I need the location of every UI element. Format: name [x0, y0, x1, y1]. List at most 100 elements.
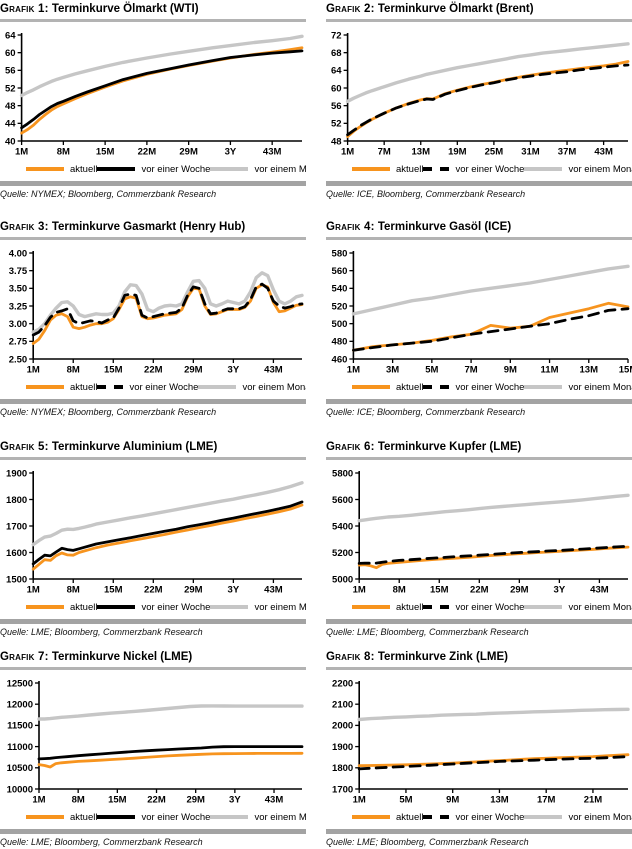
chart-title-text: Terminkurve Gasmarkt (Henry Hub)	[51, 221, 246, 233]
legend-item-vor-einer-woche: vor einer Woche	[97, 164, 210, 175]
svg-text:72: 72	[331, 30, 342, 41]
chart-number-label: Grafik 5:	[0, 441, 49, 453]
svg-text:40: 40	[5, 136, 16, 147]
svg-text:8M: 8M	[57, 147, 70, 158]
legend-label: aktuell	[70, 163, 98, 175]
title-underline	[326, 19, 632, 22]
svg-text:15M: 15M	[619, 365, 632, 376]
source-note: Quelle: LME; Bloomberg, Commerzbank Rese…	[326, 627, 529, 637]
svg-text:2.75: 2.75	[9, 337, 28, 348]
svg-text:15M: 15M	[430, 585, 449, 596]
svg-text:2200: 2200	[332, 678, 353, 689]
svg-text:10500: 10500	[7, 763, 33, 774]
legend-label: vor einem Monat	[568, 811, 632, 823]
svg-text:1M: 1M	[341, 147, 354, 158]
chart-block-henry-hub: Grafik 3: Terminkurve Gasmarkt (Henry Hu…	[0, 212, 306, 424]
svg-text:9M: 9M	[446, 795, 459, 806]
svg-text:3.00: 3.00	[9, 319, 28, 330]
svg-text:13M: 13M	[580, 365, 599, 376]
legend-swatch-woche	[97, 815, 136, 819]
svg-text:31M: 31M	[521, 147, 540, 158]
legend-label: aktuell	[70, 601, 98, 613]
section-divider	[0, 399, 306, 404]
legend-label: vor einer Woche	[129, 381, 199, 393]
chart-title-text: Terminkurve Ölmarkt (Brent)	[377, 3, 534, 15]
chart-title-text: Terminkurve Nickel (LME)	[51, 651, 193, 663]
legend-label: vor einer Woche	[455, 811, 525, 823]
svg-text:5800: 5800	[332, 468, 353, 479]
svg-text:7M: 7M	[464, 365, 477, 376]
svg-text:48: 48	[331, 136, 342, 147]
legend-swatch-woche	[423, 167, 450, 171]
legend-item-vor-einer-woche: vor einer Woche	[97, 602, 210, 613]
legend-swatch-monat	[524, 385, 563, 389]
legend-swatch-woche	[97, 605, 136, 609]
title-underline	[0, 457, 306, 460]
svg-text:15M: 15M	[104, 365, 123, 376]
legend-label: vor einem Monat	[254, 163, 306, 175]
svg-text:9M: 9M	[504, 365, 517, 376]
svg-text:60: 60	[331, 83, 342, 94]
line-chart-aluminium: 1500 1600 1700 1800 1900 1M 8M 15M 22M 29M 3Y 43M	[6, 468, 304, 596]
svg-text:19M: 19M	[448, 147, 467, 158]
svg-text:2100: 2100	[332, 700, 353, 711]
svg-text:43M: 43M	[264, 365, 283, 376]
legend-label: aktuell	[70, 381, 98, 393]
svg-text:480: 480	[332, 337, 348, 348]
svg-text:4.00: 4.00	[9, 248, 28, 259]
chart-block-brent: Grafik 2: Terminkurve Ölmarkt (Brent) 48…	[326, 0, 632, 212]
legend-label: vor einem Monat	[568, 601, 632, 613]
chart-number-label: Grafik 4:	[326, 221, 375, 233]
svg-text:1M: 1M	[353, 585, 366, 596]
svg-text:37M: 37M	[558, 147, 577, 158]
svg-text:2000: 2000	[332, 721, 353, 732]
legend-item-vor-einer-woche: vor einer Woche	[97, 382, 198, 393]
section-divider	[326, 829, 632, 834]
legend-item-aktuell: aktuell	[352, 382, 423, 393]
chart-block-zinc: Grafik 8: Terminkurve Zink (LME) 1700 180…	[326, 642, 632, 849]
legend-label: vor einer Woche	[141, 811, 211, 823]
svg-text:15M: 15M	[96, 147, 115, 158]
chart-block-copper: Grafik 6: Terminkurve Kupfer (LME) 5000 5…	[326, 424, 632, 642]
legend-label: vor einer Woche	[141, 163, 211, 175]
svg-text:3Y: 3Y	[554, 585, 566, 596]
svg-text:1M: 1M	[27, 585, 40, 596]
legend-label: vor einem Monat	[568, 163, 632, 175]
chart-title-text: Terminkurve Gasöl (ICE)	[377, 221, 512, 233]
svg-text:29M: 29M	[186, 795, 205, 806]
svg-text:1700: 1700	[332, 784, 353, 795]
legend-item-vor-einer-woche: vor einer Woche	[97, 812, 210, 823]
svg-text:3M: 3M	[386, 365, 399, 376]
svg-text:3Y: 3Y	[228, 585, 240, 596]
svg-text:1M: 1M	[32, 795, 45, 806]
legend-swatch-monat	[524, 815, 563, 819]
svg-text:1900: 1900	[332, 742, 353, 753]
title-underline	[0, 237, 306, 240]
svg-text:52: 52	[5, 83, 16, 94]
svg-text:560: 560	[332, 266, 348, 277]
chart-block-wti: Grafik 1: Terminkurve Ölmarkt (WTI) 40 44…	[0, 0, 306, 212]
svg-text:64: 64	[5, 30, 16, 41]
legend-item-vor-einem-monat: vor einem Monat	[210, 164, 306, 175]
legend-item-vor-einem-monat: vor einem Monat	[524, 602, 632, 613]
svg-text:43M: 43M	[594, 147, 613, 158]
legend-label: vor einer Woche	[455, 381, 525, 393]
svg-text:29M: 29M	[184, 585, 203, 596]
svg-text:1900: 1900	[6, 468, 27, 479]
title-underline	[0, 667, 306, 670]
legend-item-aktuell: aktuell	[26, 602, 97, 613]
title-underline	[326, 457, 632, 460]
svg-text:48: 48	[5, 101, 16, 112]
svg-text:3Y: 3Y	[228, 365, 240, 376]
svg-text:64: 64	[331, 66, 342, 77]
legend-label: aktuell	[396, 163, 424, 175]
chart-legend: aktuell vor einer Woche vor einem Monat	[326, 599, 632, 615]
svg-text:5M: 5M	[399, 795, 412, 806]
svg-text:8M: 8M	[393, 585, 406, 596]
section-divider	[0, 829, 306, 834]
legend-label: vor einem Monat	[568, 381, 632, 393]
chart-number-label: Grafik 3:	[0, 221, 49, 233]
line-chart-nickel: 10000 10500 11000 11500 12000 12500 1M 8M 15M 22M…	[7, 678, 304, 806]
svg-text:22M: 22M	[470, 585, 489, 596]
